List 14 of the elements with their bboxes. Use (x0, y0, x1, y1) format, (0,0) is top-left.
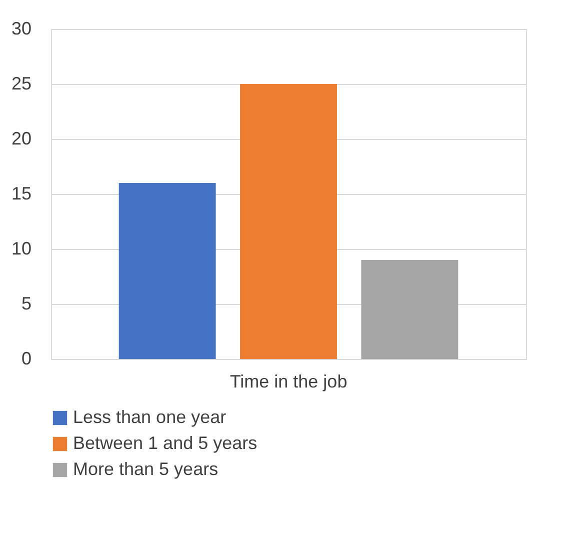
y-tick-label: 10 (11, 238, 32, 258)
legend-label: Between 1 and 5 years (73, 433, 258, 453)
bar (118, 183, 216, 359)
legend-label: More than 5 years (73, 459, 218, 479)
y-tick-label: 30 (11, 18, 32, 38)
legend-label: Less than one year (73, 407, 226, 427)
y-tick-label: 15 (11, 184, 32, 204)
y-tick-label: 20 (11, 128, 32, 148)
y-tick-label: 25 (11, 74, 32, 94)
bar (361, 260, 458, 359)
y-tick-label: 5 (21, 294, 32, 314)
bar (240, 84, 337, 359)
x-tick-label: Time in the job (230, 372, 348, 392)
y-tick-label: 0 (21, 348, 32, 368)
